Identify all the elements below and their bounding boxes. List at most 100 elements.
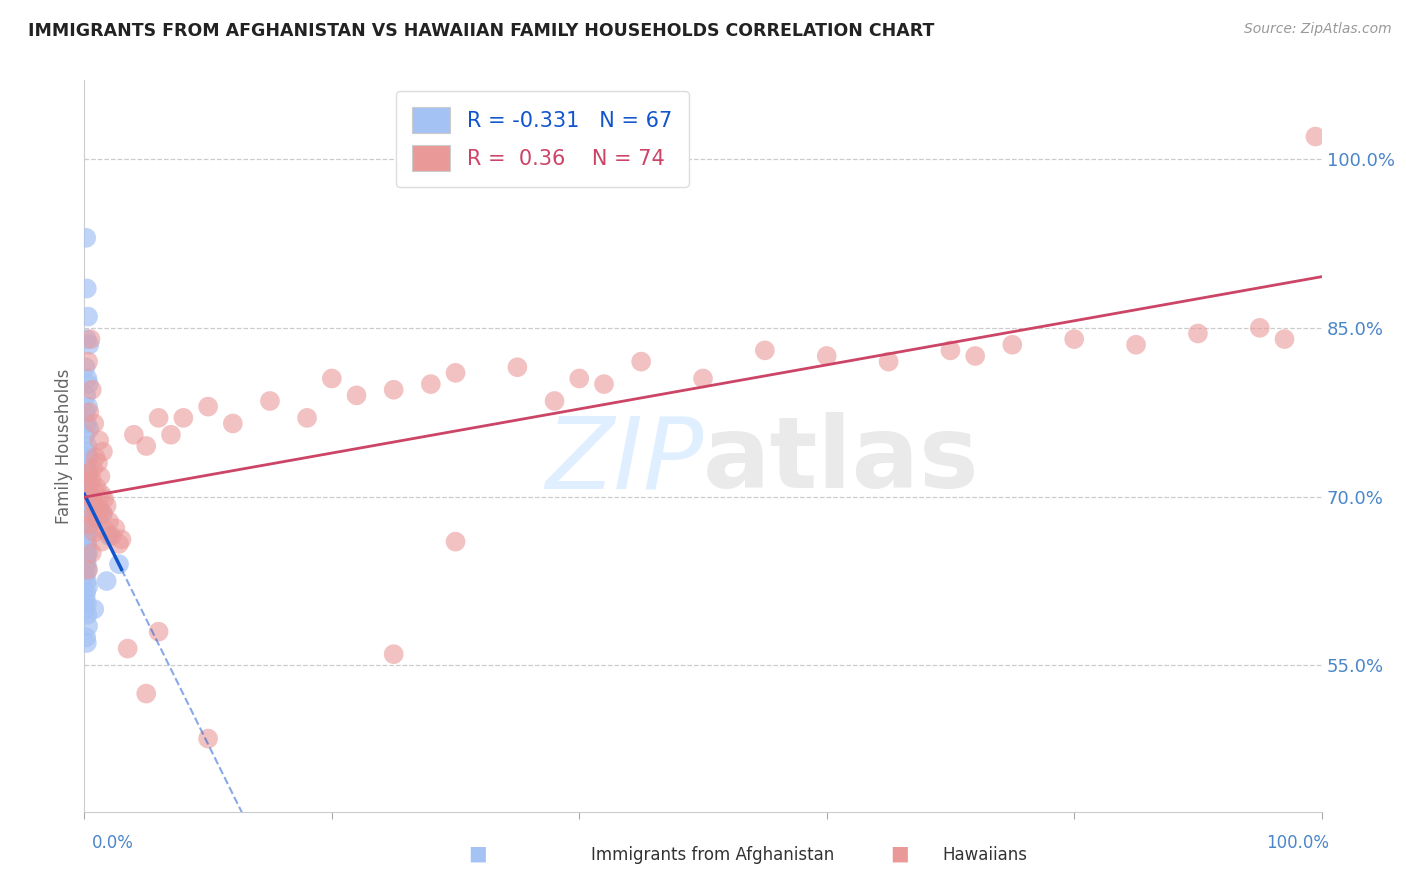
Point <box>877 354 900 368</box>
Point <box>160 427 183 442</box>
Point <box>75 473 97 487</box>
Point <box>197 400 219 414</box>
Point <box>76 521 98 535</box>
Point <box>89 500 111 515</box>
Text: Hawaiians: Hawaiians <box>942 846 1026 863</box>
Point <box>108 557 131 571</box>
Point <box>76 281 98 295</box>
Point <box>96 574 118 588</box>
Legend: R = -0.331   N = 67, R =  0.36    N = 74: R = -0.331 N = 67, R = 0.36 N = 74 <box>395 91 689 187</box>
Point <box>77 467 100 482</box>
Point <box>1305 129 1327 144</box>
Point <box>75 585 97 599</box>
Point <box>77 487 100 501</box>
Text: Immigrants from Afghanistan: Immigrants from Afghanistan <box>591 846 834 863</box>
Point <box>75 490 97 504</box>
Point <box>82 495 104 509</box>
Point <box>89 434 111 448</box>
Point <box>568 371 591 385</box>
Point <box>77 500 100 515</box>
Point <box>76 597 98 611</box>
Point <box>87 512 110 526</box>
Point <box>593 377 616 392</box>
Point <box>76 512 98 526</box>
Point <box>148 410 170 425</box>
Text: atlas: atlas <box>703 412 980 509</box>
Point <box>77 525 100 540</box>
Text: IMMIGRANTS FROM AFGHANISTAN VS HAWAIIAN FAMILY HOUSEHOLDS CORRELATION CHART: IMMIGRANTS FROM AFGHANISTAN VS HAWAIIAN … <box>28 22 935 40</box>
Point <box>77 400 100 414</box>
Point <box>76 478 98 492</box>
Point <box>76 491 98 506</box>
Point <box>77 354 100 368</box>
Point <box>93 491 115 506</box>
Point <box>117 641 139 656</box>
Point <box>80 383 103 397</box>
Point <box>444 534 467 549</box>
Point <box>295 410 318 425</box>
Point <box>77 450 100 465</box>
Point <box>79 332 101 346</box>
Text: 0.0%: 0.0% <box>91 834 134 852</box>
Point <box>75 630 97 644</box>
Point <box>79 405 101 419</box>
Point <box>75 533 97 547</box>
Point <box>76 332 98 346</box>
Point <box>76 483 98 498</box>
Point <box>148 624 170 639</box>
Point <box>79 476 101 491</box>
Point <box>82 461 104 475</box>
Text: Source: ZipAtlas.com: Source: ZipAtlas.com <box>1244 22 1392 37</box>
Point <box>90 534 112 549</box>
Point <box>77 377 100 392</box>
Point <box>86 481 108 495</box>
Point <box>75 543 97 558</box>
Point <box>77 515 100 529</box>
Point <box>76 439 98 453</box>
Point <box>83 602 105 616</box>
Point <box>75 231 97 245</box>
Point <box>84 450 107 465</box>
Y-axis label: Family Households: Family Households <box>55 368 73 524</box>
Point <box>75 509 97 524</box>
Point <box>815 349 838 363</box>
Point <box>80 509 103 524</box>
Point <box>75 503 97 517</box>
Point <box>1001 337 1024 351</box>
Point <box>76 636 98 650</box>
Point <box>76 541 98 555</box>
Point <box>83 483 105 498</box>
Point <box>98 515 121 529</box>
Point <box>75 360 97 375</box>
Point <box>122 427 145 442</box>
Point <box>77 310 100 324</box>
Point <box>75 534 97 549</box>
Point <box>77 467 100 482</box>
Point <box>76 537 98 551</box>
Point <box>91 507 114 521</box>
Point <box>1249 321 1271 335</box>
Point <box>75 524 97 538</box>
Point <box>346 388 368 402</box>
Point <box>77 563 100 577</box>
Point <box>75 517 97 532</box>
Point <box>444 366 467 380</box>
Point <box>75 481 97 495</box>
Point <box>754 343 776 358</box>
Point <box>965 349 987 363</box>
Point <box>77 546 100 560</box>
Point <box>75 602 97 616</box>
Point <box>80 546 103 560</box>
Point <box>80 473 103 487</box>
Point <box>75 405 97 419</box>
Text: ZIP: ZIP <box>544 412 703 509</box>
Point <box>939 343 962 358</box>
Point <box>135 687 157 701</box>
Point <box>382 383 405 397</box>
Point <box>104 521 127 535</box>
Point <box>135 439 157 453</box>
Point <box>76 417 98 431</box>
Point <box>100 529 122 543</box>
Point <box>76 557 98 571</box>
Point <box>506 360 529 375</box>
